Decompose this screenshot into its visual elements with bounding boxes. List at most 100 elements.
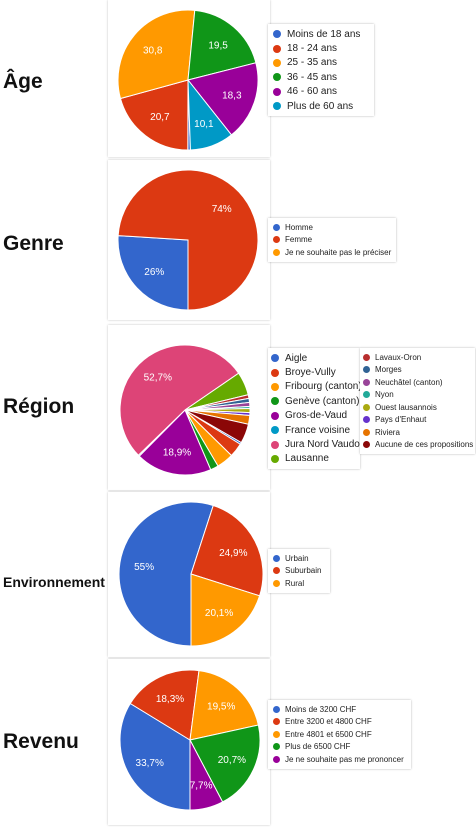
pie-slice-urbain[interactable] <box>118 501 214 647</box>
legend-item-femme[interactable]: Femme <box>273 234 390 247</box>
legend-label: Rural <box>285 578 305 588</box>
legend-item-riviera[interactable]: Riviera <box>363 426 469 439</box>
legend-label: 36 - 45 ans <box>287 71 338 83</box>
slice-value-label: 18,3% <box>156 694 184 705</box>
legend-item-36-45-ans[interactable]: 36 - 45 ans <box>273 70 368 84</box>
legend-label: 25 - 35 ans <box>287 57 338 69</box>
legend-dot-icon <box>363 391 370 399</box>
legend-dot-icon <box>273 236 280 244</box>
pie-slice-je-ne-souhaite-pas-me-prononcer[interactable] <box>189 739 224 811</box>
pie-slice-entre-4801-et-6500-chf[interactable] <box>189 670 259 741</box>
legend-item-jura-nord-vaudois[interactable]: Jura Nord Vaudois <box>271 437 367 451</box>
row-label-genre: Genre <box>3 232 64 255</box>
legend-item-moins-de-3200-chf[interactable]: Moins de 3200 CHF <box>273 703 405 716</box>
pie-chart-region: 18,9% 52,7% <box>119 344 251 476</box>
legend-label: Nyon <box>375 390 394 400</box>
row-label-environnement: Environnement <box>3 574 105 590</box>
legend-label: Urbain <box>285 553 309 563</box>
legend-item-urbain[interactable]: Urbain <box>273 552 324 565</box>
slice-value-label: 26% <box>144 267 164 278</box>
legend-item-fribourg-canton[interactable]: Fribourg (canton) <box>271 380 362 394</box>
pie-slice-aucune-de-ces-propositions[interactable] <box>184 409 249 444</box>
legend-item-entre-3200-et-4800-chf[interactable]: Entre 3200 et 4800 CHF <box>273 716 405 729</box>
legend-dot-icon <box>363 416 370 424</box>
legend-dot-icon <box>363 366 370 374</box>
legend-item-neuchatel-canton[interactable]: Neuchâtel (canton) <box>363 376 469 389</box>
legend-item-suburbain[interactable]: Suburbain <box>273 565 324 578</box>
legend-item-morges[interactable]: Morges <box>363 364 469 377</box>
legend-dot-icon <box>273 87 281 96</box>
legend-label: Jura Nord Vaudois <box>285 439 368 451</box>
slice-value-label: 74% <box>212 204 232 215</box>
legend-item-nyon[interactable]: Nyon <box>363 389 469 402</box>
legend-item-broye-vully[interactable]: Broye-Vully <box>271 365 354 379</box>
legend-item-je-ne-souhaite-pas-me-prononcer[interactable]: Je ne souhaite pas me prononcer <box>273 753 405 766</box>
row-label-revenu: Revenu <box>3 730 79 753</box>
legend-item-aucune-de-ces-propositions[interactable]: Aucune de ces propositions <box>363 439 473 452</box>
legend-item-geneve-canton[interactable]: Genève (canton) <box>271 394 360 408</box>
pie-slice-rural[interactable] <box>190 573 261 647</box>
pie-slice-36-45-ans[interactable] <box>187 9 257 81</box>
legend-label: France voisine <box>285 424 351 436</box>
legend-item-46-60-ans[interactable]: 46 - 60 ans <box>273 85 368 99</box>
legend-dot-icon <box>271 426 279 435</box>
pie-slice-plus-de-60-ans[interactable] <box>187 78 233 151</box>
pie-slice-18-24-ans[interactable] <box>119 79 189 151</box>
legend-label: Plus de 60 ans <box>287 100 354 112</box>
legend-dot-icon <box>273 73 281 82</box>
legend-item-entre-4801-et-6500-chf[interactable]: Entre 4801 et 6500 CHF <box>273 728 405 741</box>
legend-label: Entre 4801 et 6500 CHF <box>285 729 372 739</box>
pie-slice-jura-nord-vaudois[interactable] <box>119 344 240 456</box>
legend-label: Genève (canton) <box>285 395 360 407</box>
legend-item-lavaux-oron[interactable]: Lavaux-Oron <box>363 351 469 364</box>
pie-slice-moins-de-3200-chf[interactable] <box>119 702 191 811</box>
legend-item-rural[interactable]: Rural <box>273 577 324 590</box>
legend-label: Morges <box>375 365 402 375</box>
slice-value-label: 10,1 <box>194 119 214 130</box>
legend-dot-icon <box>273 223 280 231</box>
row-label-age: Âge <box>3 70 43 93</box>
legend-item-plus-de-6500-chf[interactable]: Plus de 6500 CHF <box>273 741 405 754</box>
pie-slice-gros-de-vaud[interactable] <box>138 409 212 476</box>
legend-label: Gros-de-Vaud <box>285 410 348 422</box>
legend-item-18-24-ans[interactable]: 18 - 24 ans <box>273 41 368 55</box>
legend-environnement: Urbain Suburbain Rural <box>268 549 330 593</box>
pie-chart-environnement: 55% 24,9% 20,1% <box>118 501 264 647</box>
legend-item-je-ne-souhaite-pas-le-preciser[interactable]: Je ne souhaite pas le préciser <box>273 246 392 259</box>
legend-item-gros-de-vaud[interactable]: Gros-de-Vaud <box>271 409 354 423</box>
legend-dot-icon <box>363 441 370 449</box>
pie-slice-entre-3200-et-4800-chf[interactable] <box>129 669 200 741</box>
legend-item-moins-de-18-ans[interactable]: Moins de 18 ans <box>273 27 368 41</box>
legend-item-aigle[interactable]: Aigle <box>271 351 354 365</box>
slice-value-label: 18,9% <box>163 448 191 459</box>
legend-label: 18 - 24 ans <box>287 43 338 55</box>
legend-item-plus-de-60-ans[interactable]: Plus de 60 ans <box>273 99 368 113</box>
pie-slice-homme[interactable] <box>117 235 189 311</box>
legend-item-pays-d-enhaut[interactable]: Pays d'Enhaut <box>363 414 469 427</box>
legend-item-homme[interactable]: Homme <box>273 221 390 234</box>
legend-item-25-35-ans[interactable]: 25 - 35 ans <box>273 56 368 70</box>
pie-slice-suburbain[interactable] <box>190 504 264 597</box>
legend-item-lausanne[interactable]: Lausanne <box>271 452 354 466</box>
pie-slice-25-35-ans[interactable] <box>117 9 196 100</box>
legend-label: Moins de 18 ans <box>287 28 361 40</box>
pie-slice-plus-de-6500-chf[interactable] <box>189 724 261 803</box>
legend-dot-icon <box>273 730 280 738</box>
legend-item-france-voisine[interactable]: France voisine <box>271 423 354 437</box>
legend-label: Lavaux-Oron <box>375 352 422 362</box>
legend-dot-icon <box>363 353 370 361</box>
pie-slice-46-60-ans[interactable] <box>187 62 259 136</box>
legend-label: Neuchâtel (canton) <box>375 377 443 387</box>
legend-label: Broye-Vully <box>285 367 336 379</box>
pie-chart-revenu: 33,7% 18,3% 19,5% 20,7% 7,7% <box>119 669 261 811</box>
legend-dot-icon <box>273 102 281 111</box>
legend-dot-icon <box>363 428 370 436</box>
legend-label: Moins de 3200 CHF <box>285 704 357 714</box>
slice-value-label: 7,7% <box>190 780 213 791</box>
legend-item-ouest-lausannois[interactable]: Ouest lausannois <box>363 401 469 414</box>
legend-label: Je ne souhaite pas le préciser <box>285 247 392 257</box>
pie-slice-femme[interactable] <box>117 169 259 311</box>
legend-dot-icon <box>271 354 279 363</box>
slice-value-label: 52,7% <box>144 372 172 383</box>
legend-revenu: Moins de 3200 CHF Entre 3200 et 4800 CHF E… <box>268 700 411 769</box>
